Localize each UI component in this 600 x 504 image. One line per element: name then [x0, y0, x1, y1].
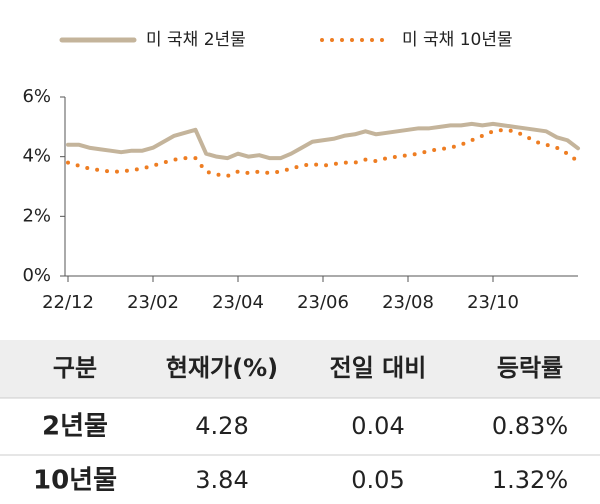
x-tick-label: 22/12	[42, 292, 94, 313]
x-tick-label: 23/04	[212, 292, 264, 313]
x-tick-label: 23/02	[127, 292, 179, 313]
table-row-label: 2년물	[42, 412, 108, 442]
y-tick-label: 0%	[22, 265, 51, 286]
table-header-bg	[0, 340, 600, 398]
table-cell: 0.04	[351, 412, 404, 440]
x-tick-label: 23/08	[382, 292, 434, 313]
legend-label: 미 국채 10년물	[402, 30, 513, 50]
table-cell: 0.05	[351, 466, 404, 494]
x-tick-label: 23/06	[297, 292, 349, 313]
table-header-cell: 현재가(%)	[166, 354, 278, 382]
x-tick-label: 23/10	[467, 292, 519, 313]
table-cell: 0.83%	[492, 412, 568, 440]
y-tick-label: 4%	[22, 146, 51, 167]
table-cell: 4.28	[195, 412, 248, 440]
table-cell: 3.84	[195, 466, 248, 494]
table-cell: 1.32%	[492, 466, 568, 494]
series-line	[66, 127, 580, 179]
legend-label: 미 국채 2년물	[146, 30, 246, 50]
y-tick-label: 6%	[22, 86, 51, 107]
series-line	[66, 121, 580, 161]
table-header-cell: 등락률	[497, 354, 563, 382]
table-row-label: 10년물	[33, 466, 117, 496]
table-header-cell: 구분	[53, 354, 97, 382]
table-header-cell: 전일 대비	[330, 354, 427, 382]
y-tick-label: 2%	[22, 205, 51, 226]
